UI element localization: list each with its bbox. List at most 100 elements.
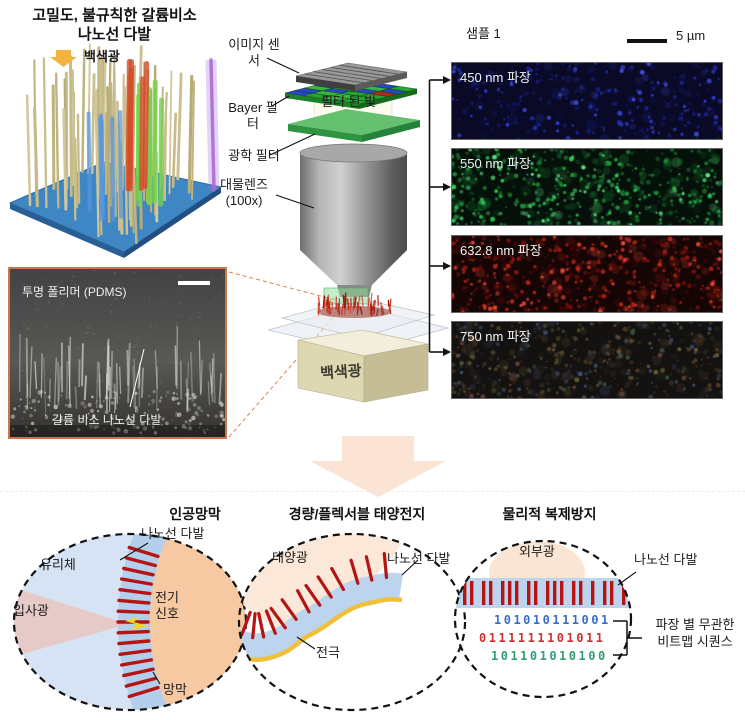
bayer-pointer bbox=[271, 95, 290, 107]
optical-filter-top bbox=[288, 109, 420, 135]
bayer-filter-label: Bayer 필터 bbox=[228, 100, 278, 131]
image-750nm: 750 nm 파장 bbox=[451, 321, 723, 399]
app1-nanowire-label: 나노선 다발 bbox=[141, 526, 205, 541]
sensor-grid-lines bbox=[304, 64, 399, 84]
incident-light-label: 입사광 bbox=[13, 603, 49, 618]
section-divider bbox=[0, 491, 745, 492]
objective-label: 대물렌즈 (100x) bbox=[220, 177, 268, 208]
sem-nanowire-label: 갈륨 비소 나노선 다발 bbox=[52, 413, 162, 427]
nanowire-pointer3 bbox=[617, 571, 637, 586]
retina-pointer bbox=[152, 671, 161, 685]
section-arrow-icon bbox=[310, 436, 446, 497]
substrate-right-edge bbox=[124, 187, 221, 258]
external-light-label: 외부광 bbox=[519, 544, 555, 559]
substrate-front-edge bbox=[10, 203, 124, 258]
label-450nm: 450 nm 파장 bbox=[460, 70, 531, 85]
solar-cell-diagram bbox=[237, 532, 467, 712]
scalebar-label: 5 µm bbox=[676, 28, 706, 43]
optical-filter-label: 광학 필터 bbox=[228, 148, 280, 163]
solar-band bbox=[239, 572, 404, 661]
sample-title: 샘플 1 bbox=[466, 26, 501, 41]
bayer-front-edge bbox=[285, 93, 359, 109]
bracket-arrow-632 bbox=[429, 262, 451, 270]
optical-setup-schematic bbox=[228, 57, 450, 497]
sem-texture bbox=[10, 269, 225, 437]
bit-row-blue: 101010111001 bbox=[494, 613, 611, 627]
sem-link-line-top bbox=[228, 271, 337, 301]
image-632nm: 632.8 nm 파장 bbox=[451, 235, 723, 313]
app2-title: 경량/플렉서블 태양전지 bbox=[288, 506, 426, 522]
main-title: 고밀도, 불규칙한 갈륨비소 나노선 다발 bbox=[12, 7, 217, 45]
objective-pointer bbox=[275, 194, 315, 209]
stage-plate-upper bbox=[280, 297, 436, 339]
image-450nm: 450 nm 파장 bbox=[451, 62, 723, 140]
label-750nm: 750 nm 파장 bbox=[460, 329, 531, 344]
image-550nm: 550 nm 파장 bbox=[451, 148, 723, 226]
app1-title: 인공망막 bbox=[169, 506, 221, 522]
bitmap-label: 파장 별 무관한 비트맵 시퀀스 bbox=[644, 617, 745, 651]
filtered-light-label: 필터 된 빛 bbox=[321, 94, 377, 109]
electrode-line bbox=[239, 596, 403, 662]
bitmap-label-line1: 파장 별 무관한 bbox=[655, 617, 735, 632]
puf-outline bbox=[453, 539, 633, 699]
bracket-arrow-450 bbox=[429, 76, 451, 84]
optical-filter-front bbox=[288, 124, 362, 142]
sem-pointer-line bbox=[129, 348, 145, 408]
artificial-retina-diagram bbox=[12, 532, 248, 712]
nanowire-pointer bbox=[119, 542, 149, 561]
incident-light-wedge bbox=[14, 587, 128, 657]
electric-signal-bolt-icon bbox=[125, 617, 148, 630]
scalebar bbox=[627, 39, 667, 43]
label-632nm: 632.8 nm 파장 bbox=[460, 243, 542, 258]
bitmap-label-line2: 비트맵 시퀀스 bbox=[657, 633, 733, 649]
bit-row-green: 101101010100 bbox=[491, 649, 608, 663]
sem-graphic bbox=[10, 269, 225, 437]
white-light-arrow-icon bbox=[50, 50, 77, 67]
objective-top bbox=[299, 143, 408, 163]
solar-nanowires bbox=[240, 551, 389, 640]
app2-nanowire-label: 나노선 다발 bbox=[387, 551, 451, 566]
app3-title: 물리적 복제방지 bbox=[502, 506, 597, 522]
sem-scalebar bbox=[178, 281, 210, 285]
nanowire-group bbox=[25, 44, 220, 245]
bracket-arrow-550 bbox=[429, 183, 451, 191]
filter-pointer bbox=[269, 133, 316, 156]
optical-filter-right bbox=[362, 120, 420, 142]
main-title-line2: 나노선 다발 bbox=[77, 25, 152, 43]
sunlight-label: 태양광 bbox=[272, 550, 308, 565]
speckle-750 bbox=[452, 322, 722, 398]
electrode-pointer bbox=[296, 636, 316, 650]
image-sensor-label: 이미지 센서 bbox=[228, 37, 280, 68]
vitreous-label: 유리체 bbox=[40, 557, 76, 572]
sensor-front-edge bbox=[296, 76, 355, 91]
main-title-line1: 고밀도, 불규칙한 갈륨비소 bbox=[32, 7, 197, 24]
solar-outline bbox=[237, 532, 467, 712]
lightbox-right bbox=[363, 343, 429, 403]
speckle-632 bbox=[452, 236, 722, 312]
sem-image: 투명 폴리머 (PDMS) 갈륨 비소 나노선 다발 bbox=[8, 267, 227, 439]
bracket-arrow-750 bbox=[429, 348, 451, 356]
image-bracket bbox=[428, 76, 451, 356]
bayer-right-edge bbox=[359, 89, 417, 109]
speckle-550 bbox=[452, 149, 722, 225]
label-550nm: 550 nm 파장 bbox=[460, 156, 531, 171]
retina-label: 망막 bbox=[163, 682, 187, 697]
bitmap-bracket bbox=[613, 620, 642, 656]
white-light-label: 백색광 bbox=[84, 49, 120, 64]
sensor-pointer bbox=[266, 57, 300, 74]
nanowire-3d-render bbox=[8, 44, 223, 258]
objective-body bbox=[300, 153, 407, 250]
nanowire-sample bbox=[317, 292, 392, 317]
objective-cone bbox=[300, 250, 407, 285]
puf-diagram bbox=[453, 539, 642, 699]
speckle-450 bbox=[452, 63, 722, 139]
sem-polymer-label: 투명 폴리머 (PDMS) bbox=[22, 285, 127, 299]
electrode-label: 전극 bbox=[316, 645, 340, 660]
electric-signal-label: 전기 신호 bbox=[155, 590, 179, 621]
nanowire-pointer2 bbox=[401, 559, 419, 576]
sensor-right-edge bbox=[355, 72, 407, 91]
app3-nanowire-label: 나노선 다발 bbox=[634, 552, 698, 567]
puf-nanowire-bars bbox=[463, 581, 631, 605]
bit-row-red: 0111111101011 bbox=[479, 631, 606, 645]
